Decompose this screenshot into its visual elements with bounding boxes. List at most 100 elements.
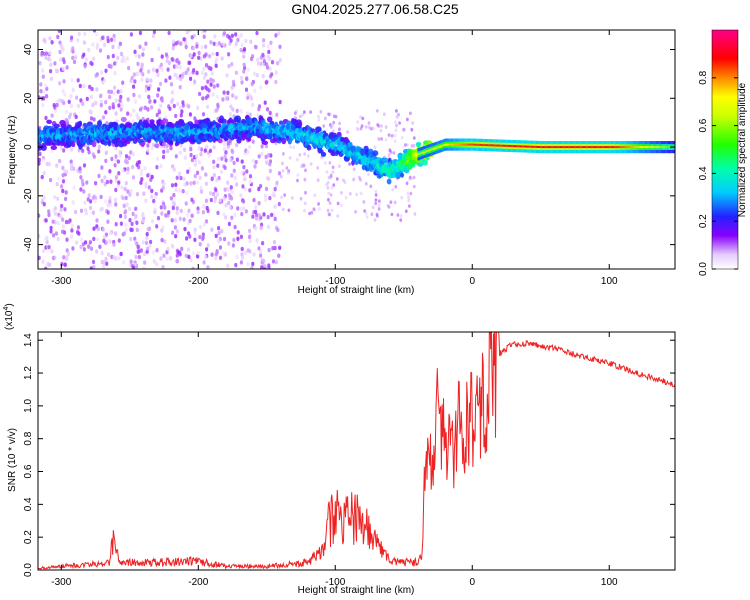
heatmap-noise-cell bbox=[193, 237, 197, 242]
heatmap-noise-cell bbox=[370, 212, 374, 216]
heatmap-noise-cell bbox=[141, 218, 145, 224]
heatmap-noise-cell bbox=[40, 174, 44, 180]
heatmap-noise-cell bbox=[63, 207, 67, 212]
heatmap-noise-cell bbox=[188, 60, 192, 65]
heatmap-noise-cell bbox=[65, 118, 69, 124]
heatmap-noise-cell bbox=[186, 67, 190, 72]
heatmap-noise-cell bbox=[377, 199, 381, 203]
heatmap-band-cell bbox=[570, 146, 573, 149]
snr-line-chart: -300 -200 -100 0 100 0.0 0.2 0.4 0.6 0.8 1.0 1.2 1.… bbox=[3, 303, 676, 596]
heatmap-noise-cell bbox=[179, 113, 183, 118]
heatmap-noise-cell bbox=[159, 256, 163, 261]
heatmap-noise-cell bbox=[259, 253, 263, 258]
heatmap-band-cell bbox=[477, 143, 479, 146]
heatmap-noise-cell bbox=[287, 171, 290, 175]
heatmap-noise-cell bbox=[352, 167, 356, 171]
heatmap-band-cell bbox=[498, 144, 500, 147]
heatmap-band-cell bbox=[513, 145, 516, 148]
heatmap-noise-cell bbox=[409, 191, 413, 196]
heatmap-noise-cell bbox=[123, 58, 127, 63]
heatmap-noise-cell bbox=[89, 246, 94, 251]
heatmap-noise-cell bbox=[117, 180, 121, 185]
heatmap-noise-cell bbox=[303, 110, 306, 114]
heatmap-band-cell bbox=[504, 144, 506, 147]
heatmap-noise-cell bbox=[81, 182, 85, 187]
heatmap-noise-cell bbox=[114, 222, 118, 227]
heatmap-noise-cell bbox=[222, 236, 227, 242]
heatmap-noise-cell bbox=[99, 103, 103, 108]
heatmap-noise-cell bbox=[150, 174, 154, 180]
heatmap-noise-cell bbox=[309, 110, 312, 114]
heatmap-noise-cell bbox=[137, 160, 141, 165]
heatmap-noise-cell bbox=[104, 158, 108, 164]
heatmap-noise-cell bbox=[137, 94, 142, 99]
heatmap-noise-cell bbox=[44, 51, 49, 56]
heatmap-noise-cell bbox=[116, 55, 120, 61]
heatmap-noise-cell bbox=[225, 73, 229, 78]
heatmap-ridge-cell bbox=[217, 138, 223, 144]
heatmap-noise-cell bbox=[392, 151, 396, 155]
heatmap-noise-cell bbox=[47, 161, 51, 167]
heatmap-noise-cell bbox=[371, 205, 375, 210]
heatmap-noise-cell bbox=[227, 241, 231, 246]
heatmap-noise-cell bbox=[57, 30, 61, 33]
heatmap-noise-cell bbox=[169, 82, 174, 87]
heatmap-band-cell bbox=[495, 144, 497, 147]
line-x-tick-label: -200 bbox=[188, 577, 208, 588]
heatmap-noise-cell bbox=[70, 163, 74, 168]
heatmap-noise-cell bbox=[84, 57, 88, 62]
heatmap-noise-cell bbox=[51, 219, 55, 224]
heatmap-ridge-cell bbox=[417, 162, 424, 167]
heatmap-noise-cell bbox=[123, 186, 127, 192]
heatmap-noise-cell bbox=[133, 49, 137, 54]
heatmap-noise-cell bbox=[143, 251, 147, 257]
heatmap-band-cell bbox=[657, 146, 659, 149]
heatmap-band-cell bbox=[422, 151, 425, 154]
heatmap-noise-cell bbox=[136, 61, 140, 67]
heatmap-band-cell bbox=[544, 146, 546, 149]
heatmap-noise-cell bbox=[63, 92, 67, 97]
heatmap-noise-cell bbox=[179, 76, 183, 82]
heatmap-band-cell bbox=[521, 145, 523, 148]
heatmap-noise-cell bbox=[126, 166, 130, 171]
heatmap-noise-cell bbox=[97, 144, 101, 149]
heatmap-noise-cell bbox=[104, 110, 108, 115]
heatmap-noise-cell bbox=[139, 180, 143, 185]
heatmap-noise-cell bbox=[215, 177, 219, 183]
heatmap-noise-cell bbox=[61, 173, 65, 178]
heatmap-noise-cell bbox=[92, 56, 96, 61]
heatmap-noise-cell bbox=[236, 206, 240, 211]
heatmap-noise-cell bbox=[174, 154, 178, 159]
colorbar-label: Normalized spectral amplitude bbox=[737, 82, 748, 217]
heatmap-ridge-cell bbox=[400, 172, 405, 178]
heatmap-noise-cell bbox=[61, 224, 66, 229]
heatmap-noise-cell bbox=[91, 195, 95, 201]
heatmap-band-cell bbox=[506, 144, 508, 147]
heatmap-noise-cell bbox=[221, 42, 225, 47]
heatmap-noise-cell bbox=[254, 209, 258, 215]
heatmap-noise-cell bbox=[138, 30, 143, 36]
heatmap-noise-cell bbox=[146, 143, 150, 148]
heatmap-band-cell bbox=[446, 143, 448, 146]
heatmap-noise-cell bbox=[146, 148, 150, 153]
heatmap-noise-cell bbox=[95, 237, 99, 242]
heatmap-noise-cell bbox=[209, 77, 213, 82]
heatmap-noise-cell bbox=[279, 174, 283, 179]
heatmap-noise-cell bbox=[126, 189, 130, 194]
heatmap-noise-cell bbox=[144, 184, 148, 189]
heatmap-noise-cell bbox=[39, 82, 43, 87]
heatmap-band-cell bbox=[601, 146, 603, 149]
heatmap-noise-cell bbox=[41, 102, 45, 108]
heatmap-ridge-cell bbox=[62, 123, 67, 128]
heatmap-noise-cell bbox=[274, 260, 278, 265]
heatmap-noise-cell bbox=[136, 115, 140, 121]
heatmap-band-cell bbox=[592, 146, 594, 149]
heatmap-noise-cell bbox=[153, 99, 157, 104]
heatmap-noise-cell bbox=[149, 78, 153, 83]
heatmap-noise-cell bbox=[150, 219, 154, 224]
heatmap-noise-cell bbox=[126, 97, 130, 102]
heatmap-noise-cell bbox=[344, 196, 348, 200]
heatmap-band-cell bbox=[428, 149, 430, 152]
heatmap-noise-cell bbox=[159, 81, 163, 87]
heatmap-noise-cell bbox=[166, 148, 170, 154]
